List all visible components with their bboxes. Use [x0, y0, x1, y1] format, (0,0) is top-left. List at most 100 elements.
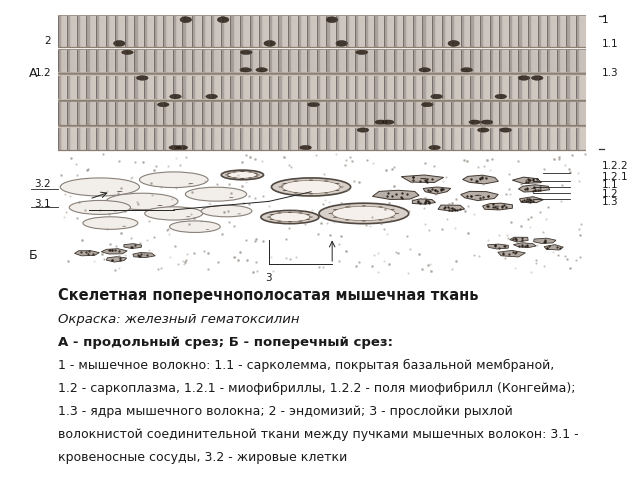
Ellipse shape	[277, 221, 282, 222]
Text: 3.2: 3.2	[35, 179, 51, 189]
Ellipse shape	[469, 120, 481, 124]
Polygon shape	[401, 175, 444, 182]
Text: кровеносные сосуды, 3.2 - жировые клетки: кровеносные сосуды, 3.2 - жировые клетки	[58, 451, 347, 464]
Polygon shape	[509, 237, 528, 242]
Ellipse shape	[531, 76, 543, 80]
Ellipse shape	[324, 192, 328, 193]
Ellipse shape	[306, 219, 310, 220]
Circle shape	[282, 180, 340, 193]
Text: 1.3: 1.3	[602, 197, 618, 207]
Bar	[58, 15, 586, 48]
Ellipse shape	[205, 229, 209, 230]
Ellipse shape	[116, 191, 123, 192]
Polygon shape	[534, 238, 556, 243]
Ellipse shape	[277, 213, 282, 214]
Ellipse shape	[282, 190, 287, 191]
Ellipse shape	[241, 50, 252, 55]
Ellipse shape	[495, 94, 507, 99]
Ellipse shape	[477, 128, 489, 132]
Polygon shape	[372, 190, 419, 200]
Polygon shape	[520, 197, 543, 203]
Polygon shape	[74, 251, 99, 256]
Ellipse shape	[419, 68, 431, 72]
Circle shape	[319, 203, 409, 224]
Text: 1.3 - ядра мышечного волокна; 2 - эндомизий; 3 - прослойки рыхлой: 1.3 - ядра мышечного волокна; 2 - эндоми…	[58, 405, 513, 418]
Text: 1.2: 1.2	[602, 189, 618, 199]
Circle shape	[201, 205, 252, 217]
Text: 1.2.2: 1.2.2	[602, 161, 628, 171]
Bar	[58, 126, 586, 150]
Ellipse shape	[256, 68, 268, 72]
Polygon shape	[483, 203, 513, 210]
Ellipse shape	[357, 128, 369, 132]
Polygon shape	[544, 245, 563, 250]
Bar	[58, 49, 586, 73]
Polygon shape	[488, 244, 508, 249]
Ellipse shape	[518, 76, 530, 80]
Ellipse shape	[378, 206, 383, 207]
Ellipse shape	[122, 226, 126, 227]
Polygon shape	[133, 252, 155, 258]
Polygon shape	[412, 199, 435, 204]
Circle shape	[170, 221, 220, 232]
Circle shape	[221, 170, 264, 180]
Ellipse shape	[429, 145, 440, 150]
Polygon shape	[512, 177, 541, 183]
Ellipse shape	[356, 50, 367, 55]
Polygon shape	[438, 205, 465, 211]
Ellipse shape	[308, 102, 319, 107]
Ellipse shape	[288, 221, 292, 222]
Circle shape	[145, 207, 203, 220]
Ellipse shape	[206, 94, 218, 99]
Circle shape	[60, 178, 140, 196]
Ellipse shape	[378, 219, 383, 220]
Circle shape	[332, 206, 396, 221]
Circle shape	[261, 210, 319, 224]
Ellipse shape	[248, 178, 252, 179]
Ellipse shape	[218, 17, 229, 23]
Ellipse shape	[122, 50, 133, 55]
Polygon shape	[124, 244, 141, 249]
Circle shape	[83, 217, 138, 229]
Ellipse shape	[232, 171, 237, 172]
Ellipse shape	[188, 183, 193, 184]
Ellipse shape	[328, 213, 333, 214]
Text: 1: 1	[602, 15, 608, 25]
Ellipse shape	[309, 193, 313, 194]
Ellipse shape	[282, 183, 287, 184]
Polygon shape	[498, 251, 525, 257]
Circle shape	[106, 193, 178, 210]
Ellipse shape	[267, 216, 271, 217]
Ellipse shape	[422, 102, 433, 107]
Text: 1.1: 1.1	[602, 39, 618, 49]
Ellipse shape	[253, 176, 258, 177]
Text: 3: 3	[266, 273, 272, 283]
Ellipse shape	[448, 40, 460, 47]
Circle shape	[186, 187, 246, 201]
Ellipse shape	[229, 197, 234, 198]
Ellipse shape	[449, 208, 454, 209]
Ellipse shape	[227, 173, 231, 174]
Ellipse shape	[248, 171, 252, 172]
Ellipse shape	[298, 221, 303, 222]
Ellipse shape	[339, 186, 344, 187]
Ellipse shape	[113, 40, 125, 47]
Text: А - продольный срез; Б - поперечный срез:: А - продольный срез; Б - поперечный срез…	[58, 336, 392, 349]
Ellipse shape	[264, 40, 276, 47]
Ellipse shape	[240, 171, 244, 172]
Ellipse shape	[232, 178, 237, 179]
Ellipse shape	[324, 180, 328, 181]
Ellipse shape	[531, 188, 536, 189]
Polygon shape	[106, 257, 127, 262]
Ellipse shape	[170, 94, 181, 99]
Ellipse shape	[362, 220, 366, 221]
Ellipse shape	[420, 178, 427, 179]
Ellipse shape	[157, 102, 169, 107]
Ellipse shape	[306, 214, 310, 215]
Text: 1.1: 1.1	[602, 180, 618, 190]
Text: 1 - мышечное волокно: 1.1 - сарколемма, покрытая базальной мембраной,: 1 - мышечное волокно: 1.1 - сарколемма, …	[58, 359, 554, 372]
Circle shape	[69, 201, 131, 215]
Bar	[58, 74, 586, 99]
Ellipse shape	[240, 68, 252, 72]
Ellipse shape	[278, 186, 283, 187]
